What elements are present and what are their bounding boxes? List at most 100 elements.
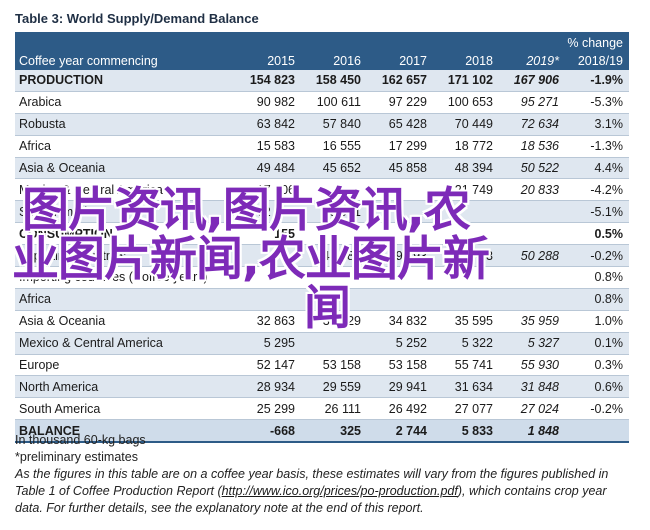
value-cell: 55 930 (497, 354, 563, 377)
value-cell: 57 840 (299, 113, 365, 136)
row-label: PRODUCTION (15, 70, 233, 92)
pct-change-cell: -4.2% (563, 178, 629, 202)
table-row: Africa 0.8% (15, 288, 629, 311)
row-label: Mexico & Central America (15, 178, 233, 202)
pct-change-cell (563, 419, 629, 444)
value-cell: 50 3 (431, 244, 497, 268)
value-cell: 35 595 (431, 310, 497, 333)
row-label: Africa (15, 135, 233, 158)
value-cell: 155 (233, 222, 299, 246)
year-header: 2018 (465, 53, 493, 68)
value-cell: 26 111 (299, 397, 365, 421)
table-row: Exporting countries 48 488 49 793 50 3 50 28… (15, 244, 629, 268)
value-cell (431, 266, 497, 289)
value-cell (299, 288, 365, 311)
balance-row: BALANCE -668 325 2 744 5 833 1 848 (15, 419, 629, 444)
value-cell (497, 200, 563, 224)
value-cell: 75 921 (299, 200, 365, 224)
value-cell: 20 833 (497, 178, 563, 202)
value-cell: 21 749 (431, 178, 497, 202)
value-cell (431, 200, 497, 224)
pct-change-cell: 3.1% (563, 113, 629, 136)
explanatory-note: As the figures in this table are on a co… (15, 466, 629, 517)
pct-change-cell: 0.3% (563, 354, 629, 377)
row-label: Africa (15, 288, 233, 311)
value-cell: 29 559 (299, 375, 365, 399)
table-row: Arabica 90 982 100 611 97 229 100 653 95 271-… (15, 91, 629, 114)
row-label: Importing countries (Coffee years) (15, 266, 233, 289)
value-cell: 171 102 (431, 70, 497, 92)
value-cell: 34 832 (365, 310, 431, 333)
value-cell: 17 106 (233, 178, 299, 202)
note-text: As the figures in this table are on a co… (15, 467, 609, 498)
value-cell: 35 959 (497, 310, 563, 333)
value-cell: 50 288 (497, 244, 563, 268)
value-cell: 48 488 (299, 244, 365, 268)
value-cell: 53 158 (299, 354, 365, 377)
value-cell: 27 077 (431, 397, 497, 421)
pct-change-cell: 0.8% (563, 266, 629, 289)
value-cell: 72 634 (497, 113, 563, 136)
table-row: Europe 52 147 53 158 53 158 55 741 55 930 0.3% (15, 354, 629, 377)
value-cell: 325 (299, 419, 365, 444)
value-cell (299, 222, 365, 246)
production-report-link[interactable]: http://www.ico.org/prices/po-production.… (221, 484, 458, 498)
value-cell: 63 842 (233, 113, 299, 136)
pct-change-cell: 0.8% (563, 288, 629, 311)
row-label: Europe (15, 354, 233, 377)
row-label: BALANCE (15, 419, 233, 444)
value-cell: 72 650 (233, 200, 299, 224)
pct-change-cell: -0.2% (563, 244, 629, 268)
table-body: PRODUCTION 154 823 158 450 162 657 171 102 16… (15, 70, 629, 444)
value-cell: 5 322 (431, 332, 497, 355)
pct-change-cell: -1.9% (563, 70, 629, 92)
value-cell: 17 299 (365, 135, 431, 158)
row-label: Asia & Oceania (15, 157, 233, 180)
value-cell: 1 848 (497, 419, 563, 444)
value-cell (431, 288, 497, 311)
value-cell (233, 288, 299, 311)
value-cell (365, 288, 431, 311)
row-label: Exporting countries (15, 244, 233, 268)
value-cell (497, 266, 563, 289)
pct-change-cell: 1.0% (563, 310, 629, 333)
value-cell: 70 449 (431, 113, 497, 136)
value-cell: 154 823 (233, 70, 299, 92)
row-label: North America (15, 375, 233, 399)
value-cell (365, 222, 431, 246)
pct-change-cell: -1.3% (563, 135, 629, 158)
pct-change-period: 2018/19 (577, 53, 623, 68)
value-cell: 90 982 (233, 91, 299, 114)
pct-change-cell: -5.1% (563, 200, 629, 224)
table-row: South America 72 650 75 921 -5.1% (15, 200, 629, 224)
column-label: Coffee year commencing (19, 53, 158, 68)
table-row: North America 28 934 29 559 29 941 31 634 31 … (15, 375, 629, 399)
value-cell: 5 833 (431, 419, 497, 444)
value-cell: 45 858 (365, 157, 431, 180)
pct-change-cell: 0.1% (563, 332, 629, 355)
value-cell: 48 394 (431, 157, 497, 180)
table-row: Importing countries (Coffee years) 0.8% (15, 266, 629, 289)
value-cell: 162 657 (365, 70, 431, 92)
row-label: South America (15, 397, 233, 421)
header-row-top: % change (15, 32, 629, 51)
value-cell: 95 271 (497, 91, 563, 114)
row-label: CONSUMPTION (15, 222, 233, 246)
row-label: Mexico & Central America (15, 332, 233, 355)
value-cell: 97 229 (365, 91, 431, 114)
value-cell: 15 583 (233, 135, 299, 158)
value-cell: 35 429 (299, 310, 365, 333)
value-cell: 2 744 (365, 419, 431, 444)
header-row: Coffee year commencing 2015 2016 2017 20… (15, 51, 629, 70)
pct-change-cell: -5.3% (563, 91, 629, 114)
value-cell: 49 484 (233, 157, 299, 180)
table-row: Asia & Oceania 49 484 45 652 45 858 48 394 50… (15, 157, 629, 180)
value-cell: 31 634 (431, 375, 497, 399)
row-label: Asia & Oceania (15, 310, 233, 333)
table-row: Asia & Oceania 32 863 35 429 34 832 35 595 35… (15, 310, 629, 333)
pct-change-heading: % change (567, 35, 623, 50)
table-row: Robusta 63 842 57 840 65 428 70 449 72 634 3.1… (15, 113, 629, 136)
value-cell: 29 941 (365, 375, 431, 399)
value-cell (299, 266, 365, 289)
year-header: 2019* (526, 53, 559, 68)
